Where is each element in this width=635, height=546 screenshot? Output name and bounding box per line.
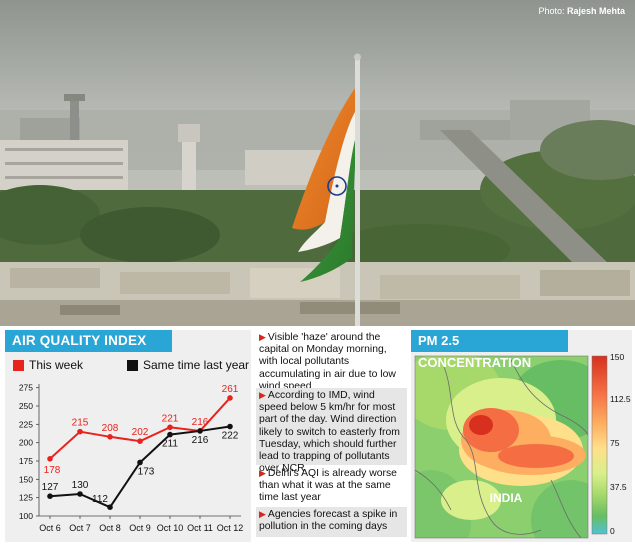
series-this-week-point bbox=[137, 438, 143, 444]
series-this-week-point bbox=[77, 428, 83, 435]
legend-last-year: Same time last year bbox=[127, 358, 249, 372]
series-this-week-point bbox=[107, 434, 113, 440]
bullet-text-4: Agencies forecast a spike in pollution i… bbox=[259, 509, 398, 533]
pm25-panel: INDIA PM 2.5 CONCENTRATION 150 112.5 75 … bbox=[411, 330, 632, 542]
series-this-week-data-label: 202 bbox=[132, 427, 149, 438]
series-last-year-data-label: 173 bbox=[138, 466, 155, 477]
pm25-colorbar bbox=[591, 355, 608, 535]
legend-this-week-swatch bbox=[13, 359, 24, 371]
x-tick-label: Oct 10 bbox=[157, 523, 184, 533]
bullet-item-3: ▶ Delhi's AQI is already worse than what … bbox=[256, 466, 407, 506]
legend-last-year-swatch bbox=[127, 359, 138, 371]
x-tick-label: Oct 6 bbox=[39, 523, 61, 533]
series-last-year-point bbox=[167, 431, 173, 438]
series-this-week-point bbox=[227, 395, 233, 401]
news-photo: Photo: Rajesh Mehta bbox=[0, 0, 635, 326]
infographic-panel: AIR QUALITY INDEX This week Same time la… bbox=[0, 326, 635, 546]
y-tick-label: 175 bbox=[19, 456, 33, 466]
series-this-week-point bbox=[47, 456, 53, 462]
bullet-item-1: ▶ Visible 'haze' around the capital on Mo… bbox=[256, 330, 407, 392]
aqi-title: AIR QUALITY INDEX bbox=[5, 330, 172, 352]
series-last-year-point bbox=[137, 459, 143, 466]
aqi-panel: AIR QUALITY INDEX This week Same time la… bbox=[5, 330, 251, 542]
legend-this-week: This week bbox=[13, 358, 83, 372]
pm25-title: PM 2.5 CONCENTRATION bbox=[411, 330, 568, 370]
series-last-year-point bbox=[227, 423, 233, 430]
x-tick-label: Oct 8 bbox=[99, 523, 121, 533]
x-tick-label: Oct 7 bbox=[69, 523, 91, 533]
series-this-week-point bbox=[167, 424, 173, 431]
legend-this-week-label: This week bbox=[29, 358, 84, 372]
series-last-year-data-label: 130 bbox=[72, 480, 89, 491]
bullet-text-3: Delhi's AQI is already worse than what i… bbox=[259, 468, 397, 504]
series-this-week-data-label: 178 bbox=[44, 465, 61, 476]
legend-last-year-label: Same time last year bbox=[143, 358, 250, 372]
bullet-item-4: ▶ Agencies forecast a spike in pollution … bbox=[256, 507, 407, 537]
y-tick-label: 150 bbox=[19, 474, 33, 484]
y-tick-label: 100 bbox=[19, 511, 33, 521]
aqi-line-chart: 100 125 150 175 200 225 250 275 Oct 6 Oct 7 Oct 8 O… bbox=[19, 383, 244, 533]
series-last-year-data-label: 127 bbox=[42, 482, 59, 493]
series-last-year-data-label: 216 bbox=[192, 435, 209, 446]
series-last-year-data-label: 222 bbox=[222, 431, 239, 442]
bullet-list: ▶ Visible 'haze' around the capital on Mo… bbox=[256, 330, 407, 542]
delhi-skyline-photo bbox=[0, 0, 635, 326]
colorbar-tick-150: 150 bbox=[610, 352, 625, 362]
arrow-icon: ▶ bbox=[259, 332, 266, 342]
colorbar-tick-75: 75 bbox=[610, 438, 620, 448]
series-last-year-point bbox=[197, 428, 203, 434]
pm25-country-label: INDIA bbox=[490, 491, 523, 505]
pm25-map: INDIA bbox=[414, 355, 608, 539]
y-tick-label: 250 bbox=[19, 401, 33, 411]
series-last-year-data-label: 211 bbox=[162, 439, 178, 450]
y-tick-label: 200 bbox=[19, 438, 33, 448]
colorbar-tick-37-5: 37.5 bbox=[610, 482, 627, 492]
heatmap-area bbox=[415, 356, 588, 538]
y-tick-label: 125 bbox=[19, 493, 33, 503]
bullet-item-2: ▶ According to IMD, wind speed below 5 km… bbox=[256, 388, 407, 474]
x-tick-label: Oct 11 bbox=[187, 523, 213, 533]
series-this-week-data-label: 221 bbox=[162, 413, 179, 424]
colorbar-tick-0: 0 bbox=[610, 526, 615, 536]
bullet-text-2: According to IMD, wind speed below 5 km/… bbox=[259, 390, 400, 475]
arrow-icon: ▶ bbox=[259, 509, 266, 519]
arrow-icon: ▶ bbox=[259, 390, 266, 400]
x-tick-label: Oct 12 bbox=[217, 523, 244, 533]
photo-credit: Photo: Rajesh Mehta bbox=[538, 6, 625, 16]
series-this-week-data-label: 216 bbox=[192, 417, 209, 428]
series-last-year-data-label: 112 bbox=[92, 494, 108, 505]
series-this-week-data-label: 208 bbox=[102, 423, 119, 434]
y-tick-label: 275 bbox=[19, 383, 33, 393]
x-tick-label: Oct 9 bbox=[129, 523, 151, 533]
photo-credit-name: Rajesh Mehta bbox=[566, 6, 625, 16]
series-last-year-point bbox=[77, 491, 83, 497]
photo-credit-prefix: Photo: bbox=[538, 6, 567, 16]
bullet-text-1: Visible 'haze' around the capital on Mon… bbox=[259, 332, 396, 392]
colorbar-tick-112-5: 112.5 bbox=[610, 394, 631, 404]
arrow-icon: ▶ bbox=[259, 468, 266, 478]
series-this-week-data-label: 215 bbox=[72, 418, 89, 429]
series-last-year-point bbox=[107, 504, 113, 510]
series-this-week-data-label: 261 bbox=[222, 384, 239, 395]
y-tick-label: 225 bbox=[19, 419, 33, 429]
series-last-year-point bbox=[47, 493, 53, 499]
